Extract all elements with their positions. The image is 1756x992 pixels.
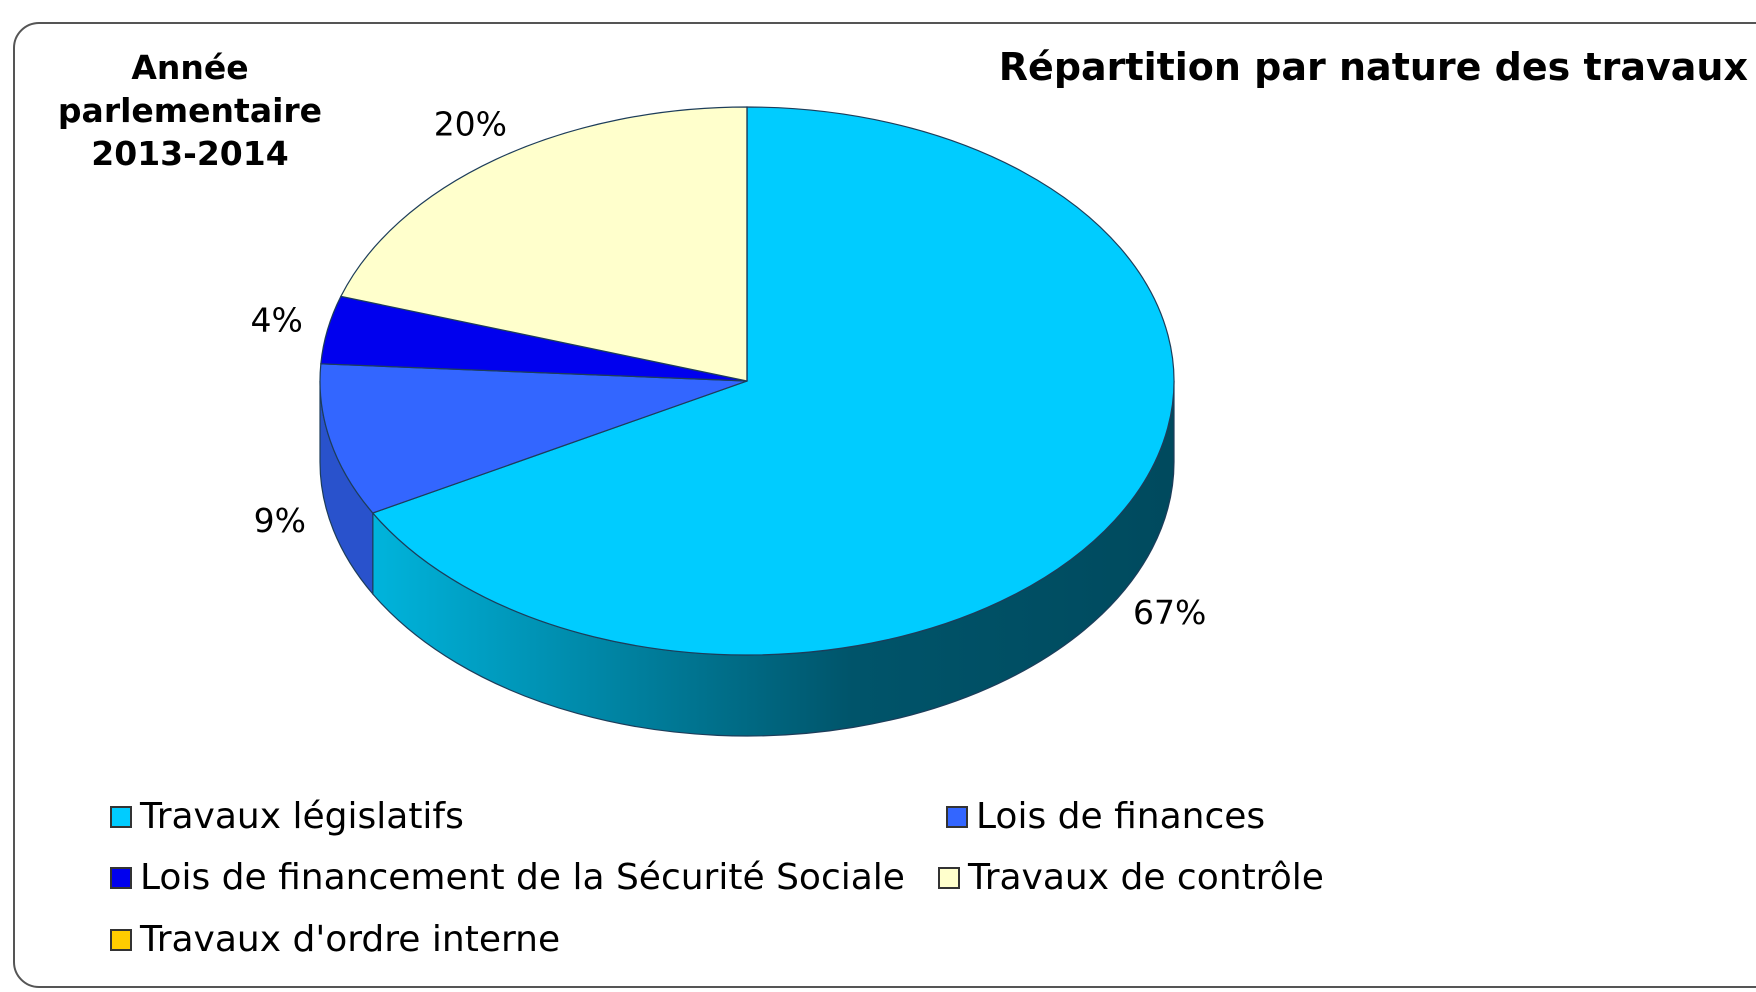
value-label: 20% <box>434 105 507 144</box>
legend-item: Travaux législatifs <box>110 796 464 837</box>
slice <box>319 363 748 514</box>
chart-title: Répartition par nature des travaux <box>998 45 1748 89</box>
legend-swatch <box>110 805 132 828</box>
slice <box>371 106 1175 656</box>
legend-swatch <box>946 805 968 828</box>
legend-label: Travaux de contrôle <box>968 857 1324 898</box>
chart-subtitle: Année parlementaire 2013-2014 <box>57 48 323 173</box>
frame <box>13 22 1756 988</box>
value-label: 9% <box>254 501 306 540</box>
legend-label: Travaux législatifs <box>140 796 464 837</box>
legend-item: Travaux d'ordre interne <box>110 919 560 960</box>
value-label: 4% <box>250 300 302 339</box>
value-label: 67% <box>1133 593 1206 632</box>
legend-swatch <box>110 928 132 951</box>
slice <box>340 106 748 382</box>
legend-item: Lois de finances <box>946 796 1265 837</box>
legend-swatch <box>938 866 960 889</box>
legend-item: Travaux de contrôle <box>938 857 1324 898</box>
legend-item: Lois de financement de la Sécurité Socia… <box>110 857 905 898</box>
pie-top: 67% 9% 4% 20% <box>250 105 1206 656</box>
legend-swatch <box>110 866 132 889</box>
legend-label: Lois de finances <box>976 796 1266 837</box>
legend-label: Travaux d'ordre interne <box>140 919 561 960</box>
legend-label: Lois de financement de la Sécurité Socia… <box>140 857 905 898</box>
